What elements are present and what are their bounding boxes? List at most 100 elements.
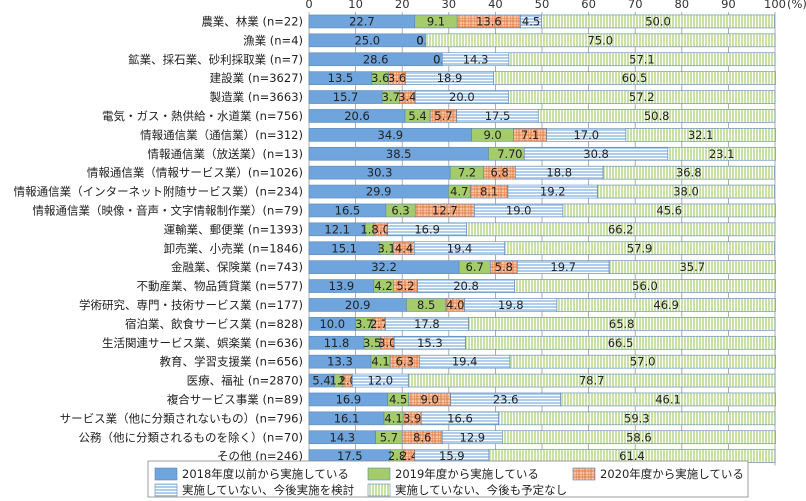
data-label: 14.3	[463, 52, 489, 66]
data-label: 19.7	[550, 260, 576, 274]
data-label: 57.1	[629, 52, 655, 66]
data-label: 9.1	[427, 14, 445, 28]
category-label: 農業、林業 (n=22)	[201, 14, 303, 28]
data-label: 61.4	[619, 449, 645, 463]
x-tick-label: 90	[721, 0, 736, 11]
data-label: 5.8	[495, 260, 513, 274]
data-label: 16.9	[414, 222, 440, 236]
data-label: 5.7	[434, 109, 452, 123]
category-label: 学術研究、専門・技術サービス業 (n=177)	[79, 298, 303, 312]
data-label: 17.0	[573, 128, 599, 142]
data-label: 3.1	[377, 241, 395, 255]
category-label: その他 (n=246)	[217, 449, 303, 463]
x-tick-label: 100	[764, 0, 786, 11]
bars: 22.79.113.64.550.025.00.00.00.075.028.60…	[308, 14, 776, 463]
data-label: 6.3	[391, 203, 409, 217]
bar-segment	[468, 317, 776, 331]
x-tick-label: 10	[348, 0, 363, 11]
category-label: 電気・ガス・熱供給・水道業 (n=756)	[102, 109, 303, 123]
data-label: 20.8	[453, 279, 479, 293]
data-label: 17.5	[485, 109, 511, 123]
data-label: 3.7	[355, 317, 373, 331]
data-label: 10.0	[319, 317, 345, 331]
data-label: 5.4	[312, 374, 330, 388]
data-label: 9.0	[421, 392, 439, 406]
data-label: 14.3	[330, 430, 356, 444]
data-label: 58.6	[626, 430, 652, 444]
data-label: 57.0	[630, 355, 656, 369]
data-label: 25.0	[354, 33, 380, 47]
bar-segment	[504, 241, 775, 256]
bar-segment	[465, 335, 776, 350]
category-label: 情報通信業（通信業）(n=312)	[140, 128, 303, 142]
data-label: 13.9	[329, 279, 355, 293]
category-label: 鉱業、採石業、砂利採取業 (n=7)	[128, 52, 303, 66]
data-label: 75.0	[587, 33, 613, 47]
data-label: 35.7	[679, 260, 705, 274]
legend-label: 実施していない、今後も予定なし	[395, 483, 567, 497]
category-label: 漁業 (n=4)	[243, 33, 303, 47]
bar-segment	[493, 71, 776, 85]
category-label: 宿泊業、飲食サービス業 (n=828)	[125, 317, 303, 331]
data-label: 15.3	[417, 336, 443, 350]
bar-segment	[562, 203, 776, 218]
data-label: 4.5	[522, 14, 540, 28]
data-label: 45.6	[656, 203, 682, 217]
bar-segment	[514, 279, 776, 293]
data-label: 4.0	[446, 298, 464, 312]
data-label: 2.4	[400, 449, 418, 463]
data-label: 3.5	[363, 336, 381, 350]
data-label: 23.1	[709, 147, 735, 161]
bar-segment	[597, 184, 775, 199]
bar-segment	[625, 128, 776, 142]
data-label: 34.9	[378, 128, 404, 142]
legend-swatch	[367, 467, 391, 481]
data-label: 7.7	[497, 147, 515, 161]
legend: 2018年度以前から実施している 2019年度から実施している 2020年度から実施…	[147, 460, 749, 498]
data-label: 19.2	[540, 185, 566, 199]
category-label: 公務（他に分類されるものを除く）(n=70)	[78, 430, 303, 444]
data-label: 15.7	[333, 90, 359, 104]
data-label: 66.2	[608, 222, 634, 236]
data-label: 16.6	[447, 411, 473, 425]
data-label: 19.8	[498, 298, 524, 312]
data-label: 16.9	[336, 392, 362, 406]
data-label: 30.3	[367, 166, 393, 180]
bar-segment	[608, 260, 776, 274]
bar-segment	[667, 146, 776, 161]
data-label: 3.6	[371, 71, 389, 85]
data-label: 6.7	[466, 260, 484, 274]
data-label: 20.6	[344, 109, 370, 123]
category-label: サービス業（他に分類されないもの）(n=796)	[60, 411, 303, 425]
data-label: 6.3	[396, 355, 414, 369]
data-label: 22.7	[349, 14, 375, 28]
bar-segment	[556, 298, 776, 312]
data-label: 46.1	[655, 392, 681, 406]
data-label: 59.3	[624, 411, 650, 425]
data-label: 13.3	[327, 355, 353, 369]
data-label: 19.4	[447, 241, 473, 255]
grid-lines	[308, 12, 776, 466]
data-label: 15.1	[331, 241, 357, 255]
data-label: 29.9	[366, 185, 392, 199]
x-unit-label: (%)	[787, 0, 806, 11]
data-label: 7.1	[521, 128, 539, 142]
data-label: 17.8	[414, 317, 440, 331]
data-label: 5.7	[380, 430, 398, 444]
legend-label: 2018年度以前から実施している	[182, 467, 349, 481]
data-label: 2.7	[370, 317, 388, 331]
legend-swatch	[154, 467, 178, 481]
data-label: 8.5	[417, 298, 435, 312]
data-label: 32.2	[371, 260, 397, 274]
data-label: 8.6	[413, 430, 431, 444]
data-label: 57.9	[627, 241, 653, 255]
x-axis-ticks: 0 10 20 30 40 50 60 70 80 90 100 (%)	[305, 0, 806, 11]
data-label: 16.5	[335, 203, 361, 217]
data-label: 30.8	[583, 147, 609, 161]
bar-segment	[560, 392, 776, 407]
bar-segment	[502, 430, 776, 445]
data-label: 13.5	[328, 71, 354, 85]
data-label: 18.8	[546, 166, 572, 180]
category-label: 生活関連サービス業、娯楽業 (n=636)	[102, 336, 303, 350]
legend-swatch	[572, 467, 596, 481]
